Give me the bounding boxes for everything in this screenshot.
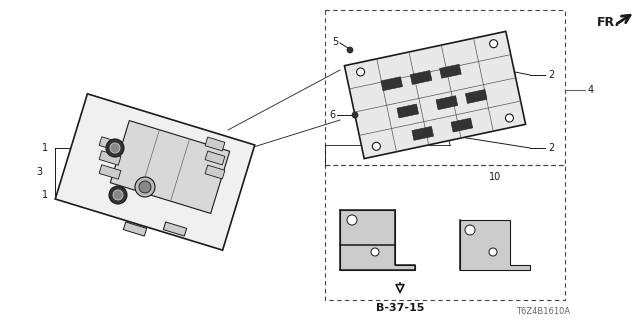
Polygon shape <box>440 64 461 78</box>
Polygon shape <box>205 137 225 151</box>
Polygon shape <box>340 210 415 270</box>
Polygon shape <box>344 31 525 159</box>
Circle shape <box>347 47 353 53</box>
Circle shape <box>110 143 120 153</box>
Polygon shape <box>412 126 433 140</box>
Circle shape <box>139 181 151 193</box>
Circle shape <box>347 215 357 225</box>
Polygon shape <box>465 90 487 103</box>
Polygon shape <box>451 118 473 132</box>
Circle shape <box>352 112 358 118</box>
Circle shape <box>109 186 127 204</box>
Text: 10: 10 <box>489 172 501 182</box>
Circle shape <box>506 114 513 122</box>
Circle shape <box>489 248 497 256</box>
Text: 3: 3 <box>36 167 42 177</box>
Polygon shape <box>410 70 432 84</box>
Text: FR.: FR. <box>597 15 620 28</box>
Polygon shape <box>55 94 255 250</box>
Polygon shape <box>99 151 121 165</box>
Text: 2: 2 <box>548 70 554 80</box>
Circle shape <box>113 190 123 200</box>
Text: 1: 1 <box>42 143 48 153</box>
Text: 2: 2 <box>548 143 554 153</box>
Text: 6: 6 <box>329 110 335 120</box>
Circle shape <box>465 225 475 235</box>
Polygon shape <box>99 137 121 151</box>
Circle shape <box>372 142 380 150</box>
Circle shape <box>371 248 379 256</box>
Circle shape <box>356 68 365 76</box>
Circle shape <box>490 40 498 48</box>
Text: T6Z4B1610A: T6Z4B1610A <box>516 308 570 316</box>
Text: 5: 5 <box>332 37 338 47</box>
Text: 1: 1 <box>42 190 48 200</box>
Polygon shape <box>381 77 403 91</box>
Polygon shape <box>205 165 225 179</box>
Polygon shape <box>205 151 225 165</box>
Polygon shape <box>124 222 147 236</box>
Polygon shape <box>436 96 458 110</box>
Polygon shape <box>397 104 419 118</box>
Polygon shape <box>99 165 121 179</box>
Text: B-37-15: B-37-15 <box>376 303 424 313</box>
Circle shape <box>135 177 155 197</box>
Polygon shape <box>110 121 230 213</box>
Circle shape <box>106 139 124 157</box>
Polygon shape <box>460 220 530 270</box>
Polygon shape <box>163 222 187 236</box>
Text: 4: 4 <box>588 85 594 95</box>
